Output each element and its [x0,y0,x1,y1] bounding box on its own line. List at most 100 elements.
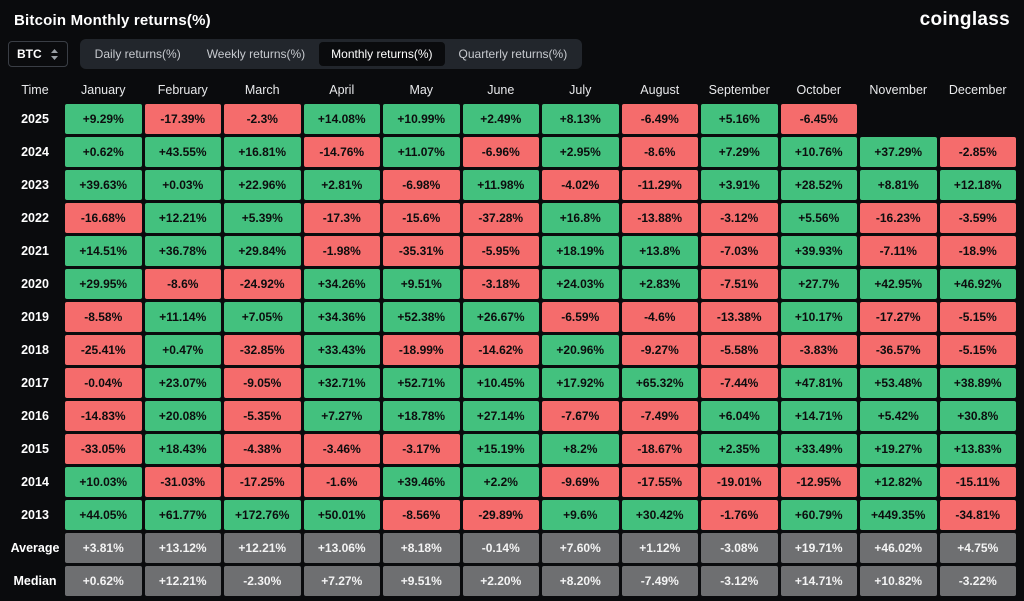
cell-2020-june: -3.18% [462,269,539,299]
cell-2015-january: -33.05% [65,434,142,464]
cell-2013-march: +172.76% [224,500,301,530]
cell-2025-october: -6.45% [780,104,857,134]
cell-average-november: +46.02% [860,533,937,563]
column-header-july: July [569,82,592,97]
controls-bar: BTC Daily returns(%) Weekly returns(%) Mon… [0,36,1024,78]
cell-median-july: +8.20% [542,566,619,596]
cell-2021-july: +18.19% [542,236,619,266]
cell-2017-july: +17.92% [542,368,619,398]
cell-2019-january: -8.58% [65,302,142,332]
cell-median-june: +2.20% [462,566,539,596]
cell-2015-june: +15.19% [462,434,539,464]
cell-2017-march: -9.05% [224,368,301,398]
cell-average-september: -3.08% [701,533,778,563]
cell-2020-october: +27.7% [780,269,857,299]
cell-2017-june: +10.45% [462,368,539,398]
symbol-select[interactable]: BTC [8,41,68,67]
cell-median-january: +0.62% [65,566,142,596]
symbol-select-value: BTC [17,47,42,61]
cell-2015-july: +8.2% [542,434,619,464]
cell-2013-august: +30.42% [621,500,698,530]
cell-2017-april: +32.71% [303,368,380,398]
row-label-2014: 2014 [21,475,49,489]
cell-2025-june: +2.49% [462,104,539,134]
cell-2023-september: +3.91% [701,170,778,200]
cell-2019-march: +7.05% [224,302,301,332]
cell-2018-november: -36.57% [860,335,937,365]
cell-2016-july: -7.67% [542,401,619,431]
cell-2017-september: -7.44% [701,368,778,398]
cell-2024-january: +0.62% [65,137,142,167]
cell-2016-august: -7.49% [621,401,698,431]
tab-weekly[interactable]: Weekly returns(%) [206,47,306,61]
cell-2018-december: -5.15% [939,335,1016,365]
column-header-september: September [708,82,770,97]
cell-2015-october: +33.49% [780,434,857,464]
cell-2022-february: +12.21% [144,203,221,233]
cell-2020-march: -24.92% [224,269,301,299]
tab-daily[interactable]: Daily returns(%) [94,47,181,61]
cell-2013-december: -34.81% [939,500,1016,530]
cell-2017-november: +53.48% [860,368,937,398]
cell-median-december: -3.22% [939,566,1016,596]
cell-median-february: +12.21% [144,566,221,596]
cell-2019-june: +26.67% [462,302,539,332]
cell-2019-august: -4.6% [621,302,698,332]
cell-2018-september: -5.58% [701,335,778,365]
row-label-2020: 2020 [21,277,49,291]
column-header-october: October [796,82,841,97]
cell-2017-january: -0.04% [65,368,142,398]
cell-2021-september: -7.03% [701,236,778,266]
cell-2021-december: -18.9% [939,236,1016,266]
cell-average-may: +8.18% [383,533,460,563]
row-label-2022: 2022 [21,211,49,225]
cell-2014-january: +10.03% [65,467,142,497]
column-header-august: August [640,82,680,97]
row-label-2017: 2017 [21,376,49,390]
cell-2018-march: -32.85% [224,335,301,365]
cell-2013-june: -29.89% [462,500,539,530]
cell-2013-july: +9.6% [542,500,619,530]
cell-2020-november: +42.95% [860,269,937,299]
cell-2022-april: -17.3% [303,203,380,233]
cell-2013-may: -8.56% [383,500,460,530]
cell-2023-april: +2.81% [303,170,380,200]
cell-2021-february: +36.78% [144,236,221,266]
cell-median-april: +7.27% [303,566,380,596]
cell-2013-september: -1.76% [701,500,778,530]
cell-average-january: +3.81% [65,533,142,563]
coinglass-logo[interactable]: coinglass [919,9,1010,30]
cell-2025-september: +5.16% [701,104,778,134]
cell-2019-july: -6.59% [542,302,619,332]
cell-2021-october: +39.93% [780,236,857,266]
cell-2017-october: +47.81% [780,368,857,398]
column-header-may: May [409,82,434,97]
cell-2019-october: +10.17% [780,302,857,332]
cell-2015-may: -3.17% [383,434,460,464]
cell-2024-march: +16.81% [224,137,301,167]
tab-monthly[interactable]: Monthly returns(%) [319,42,445,66]
cell-2014-april: -1.6% [303,467,380,497]
row-label-2025: 2025 [21,112,49,126]
tab-quarterly[interactable]: Quarterly returns(%) [458,47,568,61]
cell-2019-may: +52.38% [383,302,460,332]
cell-2024-august: -8.6% [621,137,698,167]
column-header-april: April [329,82,355,97]
row-label-median: Median [13,574,57,588]
cell-2022-january: -16.68% [65,203,142,233]
column-header-time: Time [21,82,49,97]
cell-2018-february: +0.47% [144,335,221,365]
cell-2014-march: -17.25% [224,467,301,497]
cell-average-april: +13.06% [303,533,380,563]
cell-2018-july: +20.96% [542,335,619,365]
row-label-2016: 2016 [21,409,49,423]
cell-2020-february: -8.6% [144,269,221,299]
cell-2023-december: +12.18% [939,170,1016,200]
cell-2019-september: -13.38% [701,302,778,332]
cell-2022-september: -3.12% [701,203,778,233]
row-label-2024: 2024 [21,145,49,159]
column-header-june: June [487,82,515,97]
row-label-2013: 2013 [21,508,49,522]
cell-2023-may: -6.98% [383,170,460,200]
cell-2017-august: +65.32% [621,368,698,398]
